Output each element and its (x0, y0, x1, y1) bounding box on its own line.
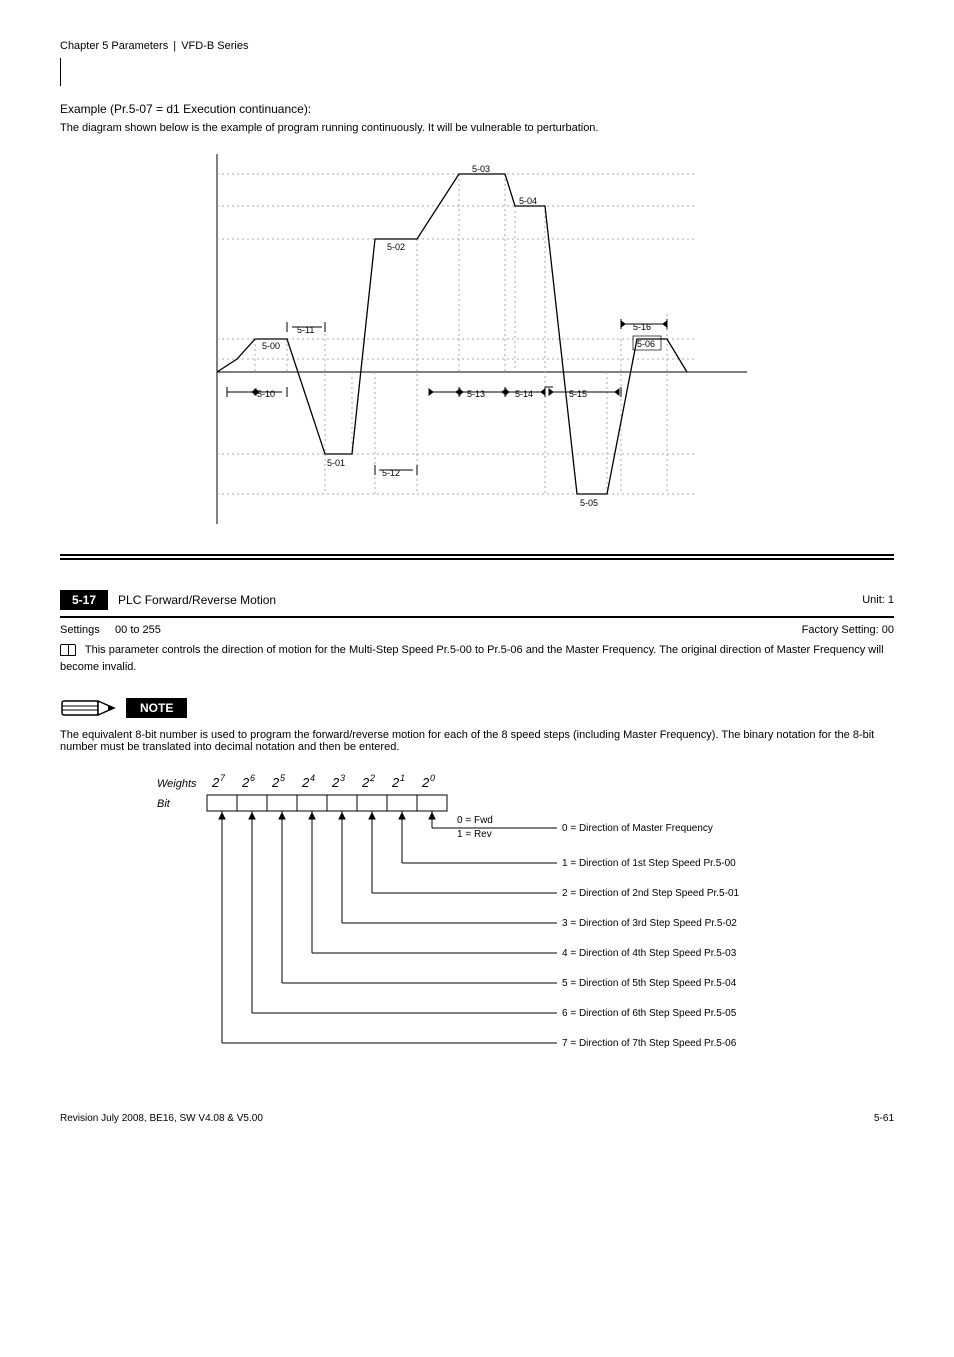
example-title: Example (Pr.5-07 = d1 Execution continua… (60, 102, 894, 116)
page-footer: Revision July 2008, BE16, SW V4.08 & V5.… (60, 1113, 894, 1124)
svg-text:5-12: 5-12 (382, 468, 400, 478)
svg-text:0: 0 (430, 773, 435, 783)
revision-text: Revision July 2008, BE16, SW V4.08 & V5.… (60, 1113, 263, 1124)
svg-text:5-05: 5-05 (580, 498, 598, 508)
settings-label: Settings (60, 624, 100, 636)
svg-text:5-01: 5-01 (327, 458, 345, 468)
svg-text:3: 3 (340, 773, 345, 783)
header-sep: | (173, 40, 176, 52)
svg-text:5: 5 (280, 773, 286, 783)
svg-text:5-16: 5-16 (633, 322, 651, 332)
svg-text:2: 2 (369, 773, 375, 783)
svg-text:5-10: 5-10 (257, 389, 275, 399)
settings-range: 00 to 255 (115, 624, 161, 636)
svg-text:0 = Fwd: 0 = Fwd (457, 815, 493, 826)
note-text: The equivalent 8-bit number is used to p… (60, 729, 894, 753)
svg-text:5-14: 5-14 (515, 389, 533, 399)
note-label: NOTE (126, 698, 187, 718)
svg-text:2: 2 (331, 775, 340, 790)
svg-text:2: 2 (301, 775, 310, 790)
svg-text:2: 2 (421, 775, 430, 790)
svg-text:1 = Direction of 1st Step Spee: 1 = Direction of 1st Step Speed Pr.5-00 (562, 858, 736, 869)
svg-text:5 = Direction of 5th Step Spee: 5 = Direction of 5th Step Speed Pr.5-04 (562, 978, 737, 989)
svg-text:2: 2 (361, 775, 370, 790)
factory-setting: Factory Setting: 00 (802, 624, 894, 636)
svg-text:Bit: Bit (157, 798, 171, 810)
setting-row: Settings 00 to 255 Factory Setting: 00 (60, 624, 894, 636)
unit-label: Unit: 1 (862, 594, 894, 606)
svg-text:6: 6 (250, 773, 255, 783)
param-code: 5-17 (60, 590, 108, 610)
svg-text:6 = Direction of 6th Step Spee: 6 = Direction of 6th Step Speed Pr.5-05 (562, 1008, 737, 1019)
param-rule-top (60, 554, 894, 560)
book-icon (60, 644, 76, 656)
pencil-icon (60, 695, 118, 721)
svg-text:7 = Direction of 7th Step Spee: 7 = Direction of 7th Step Speed Pr.5-06 (562, 1038, 737, 1049)
waveform-chart: 5-00 5-11 5-01 5-12 5-02 5-03 5-04 5-05 … (197, 144, 757, 534)
svg-text:5-06: 5-06 (637, 339, 655, 349)
svg-text:0 = Direction of Master Freque: 0 = Direction of Master Frequency (562, 823, 713, 834)
bits-diagram: Weights 27 26 25 24 23 22 21 20 Bit (157, 773, 797, 1083)
svg-text:5-02: 5-02 (387, 242, 405, 252)
svg-text:5-15: 5-15 (569, 389, 587, 399)
param-description: This parameter controls the direction of… (60, 642, 894, 675)
svg-text:2: 2 (271, 775, 280, 790)
note-row: NOTE (60, 695, 894, 721)
svg-text:5-13: 5-13 (467, 389, 485, 399)
svg-text:5-11: 5-11 (297, 325, 314, 335)
page-number: 5-61 (874, 1113, 894, 1124)
svg-text:2: 2 (391, 775, 400, 790)
param-header: 5-17 PLC Forward/Reverse Motion Unit: 1 (60, 590, 894, 610)
product-text: VFD-B Series (181, 40, 248, 52)
example-caption: The diagram shown below is the example o… (60, 122, 894, 134)
svg-text:2: 2 (241, 775, 250, 790)
svg-text:4: 4 (310, 773, 315, 783)
page-header: Chapter 5 Parameters | VFD-B Series (60, 40, 894, 52)
svg-text:5-03: 5-03 (472, 164, 490, 174)
svg-text:1: 1 (400, 773, 405, 783)
svg-text:Weights: Weights (157, 778, 197, 790)
header-rule (60, 58, 61, 86)
svg-text:5-00: 5-00 (262, 341, 280, 351)
svg-text:2: 2 (211, 775, 220, 790)
param-rule-bottom (60, 616, 894, 618)
chapter-text: Chapter 5 Parameters (60, 40, 168, 52)
svg-text:5-04: 5-04 (519, 196, 537, 206)
svg-text:2 = Direction of 2nd Step Spee: 2 = Direction of 2nd Step Speed Pr.5-01 (562, 888, 739, 899)
svg-text:1 = Rev: 1 = Rev (457, 829, 492, 840)
svg-text:3 = Direction of 3rd Step Spee: 3 = Direction of 3rd Step Speed Pr.5-02 (562, 918, 737, 929)
param-title: PLC Forward/Reverse Motion (118, 593, 276, 607)
svg-text:7: 7 (220, 773, 226, 783)
svg-text:4 = Direction of 4th Step Spee: 4 = Direction of 4th Step Speed Pr.5-03 (562, 948, 737, 959)
